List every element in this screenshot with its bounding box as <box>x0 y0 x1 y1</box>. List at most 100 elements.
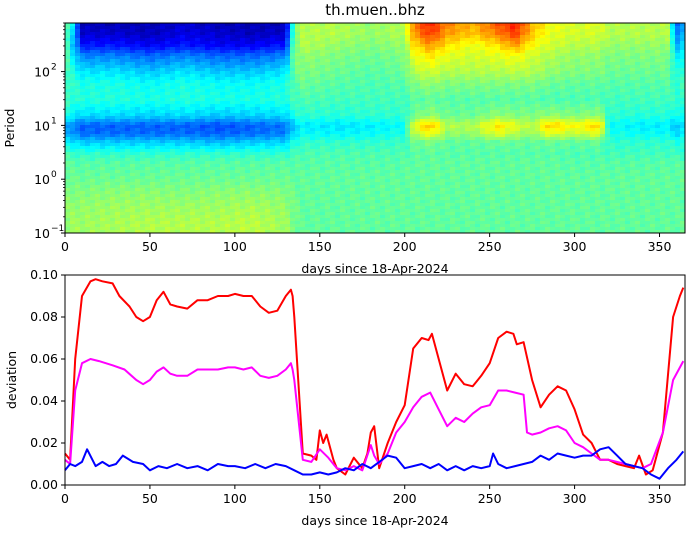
heatmap-cell <box>640 80 646 84</box>
heatmap-cell <box>380 77 386 81</box>
heatmap-cell <box>495 107 501 111</box>
heatmap-cell <box>275 23 281 27</box>
heatmap-cell <box>570 68 576 72</box>
heatmap-cell <box>320 80 326 84</box>
heatmap-cell <box>275 56 281 60</box>
heatmap-cell <box>555 23 561 27</box>
heatmap-cell <box>250 29 256 33</box>
heatmap-cell <box>630 113 636 117</box>
heatmap-cell <box>70 50 76 54</box>
heatmap-cell <box>520 53 526 57</box>
heatmap-cell <box>600 89 606 93</box>
heatmap-cell <box>470 125 476 129</box>
heatmap-cell <box>645 59 651 63</box>
heatmap-cell <box>260 59 266 63</box>
heatmap-cell <box>395 41 401 45</box>
heatmap-cell <box>165 35 171 39</box>
heatmap-cell <box>415 29 421 33</box>
heatmap-cell <box>575 32 581 36</box>
heatmap-cell <box>255 86 261 90</box>
heatmap-cell <box>120 59 126 63</box>
heatmap-cell <box>435 32 441 36</box>
heatmap-cell <box>540 110 546 114</box>
heatmap-cell <box>405 95 411 99</box>
heatmap-cell <box>650 80 656 84</box>
heatmap-cell <box>335 101 341 105</box>
heatmap-cell <box>565 107 571 111</box>
heatmap-cell <box>660 137 666 141</box>
heatmap-cell <box>330 137 336 141</box>
heatmap-cell <box>280 56 286 60</box>
heatmap-cell <box>670 71 676 75</box>
heatmap-cell <box>110 101 116 105</box>
heatmap-cell <box>595 35 601 39</box>
heatmap-cell <box>540 134 546 138</box>
heatmap-cell <box>165 50 171 54</box>
heatmap-cell <box>585 137 591 141</box>
heatmap-cell <box>650 104 656 108</box>
heatmap-cell <box>440 26 446 30</box>
heatmap-cell <box>565 74 571 78</box>
heatmap-cell <box>345 44 351 48</box>
heatmap-cell <box>535 56 541 60</box>
heatmap-cell <box>585 86 591 90</box>
heatmap-cell <box>585 113 591 117</box>
heatmap-cell <box>630 95 636 99</box>
heatmap-cell <box>675 44 681 48</box>
heatmap-cell <box>605 137 611 141</box>
heatmap-cell <box>490 140 496 144</box>
heatmap-cell <box>505 125 511 129</box>
heatmap-cell <box>515 140 521 144</box>
heatmap-cell <box>135 80 141 84</box>
heatmap-cell <box>645 98 651 102</box>
heatmap-cell <box>640 35 646 39</box>
heatmap-cell <box>170 44 176 48</box>
heatmap-cell <box>615 29 621 33</box>
heatmap-cell <box>230 131 236 135</box>
heatmap-cell <box>150 110 156 114</box>
heatmap-cell <box>120 134 126 138</box>
heatmap-cell <box>615 68 621 72</box>
heatmap-cell <box>600 86 606 90</box>
heatmap-cell <box>435 44 441 48</box>
heatmap-cell <box>545 122 551 126</box>
heatmap-cell <box>135 113 141 117</box>
heatmap-cell <box>210 50 216 54</box>
heatmap-cell <box>295 47 301 51</box>
heatmap-cell <box>90 26 96 30</box>
heatmap-cell <box>640 119 646 123</box>
heatmap-cell <box>640 101 646 105</box>
heatmap-cell <box>330 131 336 135</box>
heatmap-cell <box>550 101 556 105</box>
heatmap-cell <box>415 32 421 36</box>
heatmap-cell <box>545 107 551 111</box>
heatmap-cell <box>320 77 326 81</box>
heatmap-cell <box>120 74 126 78</box>
heatmap-cell <box>275 26 281 30</box>
heatmap-cell <box>380 32 386 36</box>
heatmap-cell <box>505 29 511 33</box>
heatmap-cell <box>335 107 341 111</box>
heatmap-cell <box>415 59 421 63</box>
heatmap-cell <box>390 134 396 138</box>
heatmap-cell <box>650 44 656 48</box>
heatmap-cell <box>185 134 191 138</box>
heatmap-cell <box>495 62 501 66</box>
heatmap-cell <box>250 47 256 51</box>
heatmap-cell <box>125 53 131 57</box>
heatmap-cell <box>400 44 406 48</box>
heatmap-cell <box>140 110 146 114</box>
heatmap-cell <box>440 113 446 117</box>
heatmap-cell <box>605 122 611 126</box>
heatmap-cell <box>415 41 421 45</box>
heatmap-cell <box>165 38 171 42</box>
heatmap-cell <box>455 86 461 90</box>
heatmap-cell <box>215 74 221 78</box>
heatmap-cell <box>75 95 81 99</box>
heatmap-cell <box>595 116 601 120</box>
heatmap-cell <box>200 23 206 27</box>
heatmap-cell <box>650 101 656 105</box>
heatmap-cell <box>545 140 551 144</box>
heatmap-cell <box>650 53 656 57</box>
heatmap-cell <box>490 53 496 57</box>
